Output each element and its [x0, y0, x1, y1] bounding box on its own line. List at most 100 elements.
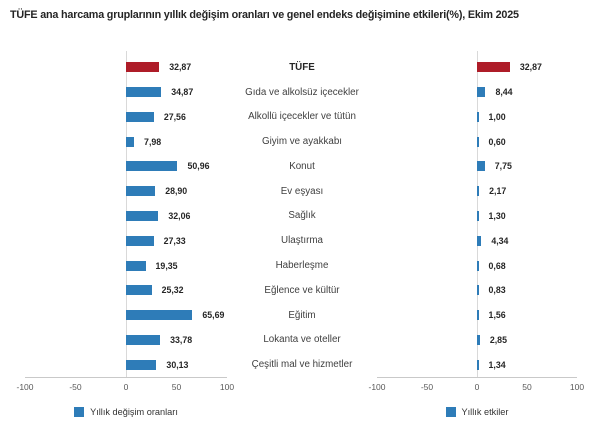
right-plot-annual-effects: 32,87 8,44 1,00 0,60 7,75 2,17 1,30 4,34 0,68 0,8…: [377, 51, 577, 378]
category-row: Lokanta ve oteller: [227, 327, 377, 352]
bar-row: 0,68: [377, 253, 577, 278]
bar: [126, 161, 178, 172]
value-label: 28,90: [165, 186, 188, 197]
category-label: Haberleşme: [275, 260, 329, 271]
category-row: Haberleşme: [227, 253, 377, 278]
x-tick-label: -100: [368, 382, 386, 392]
bar: [477, 210, 479, 221]
bar: [126, 62, 160, 73]
bar-row: 32,06: [25, 204, 227, 229]
bar: [477, 285, 479, 296]
x-tick-label: -50: [420, 382, 434, 392]
bar: [477, 334, 480, 345]
bar: [126, 260, 146, 271]
left-x-axis-ticks: -100 -50 0 50 100: [16, 382, 234, 394]
bar-row: 1,34: [377, 352, 577, 377]
bar-row: 0,60: [377, 129, 577, 154]
legend-annual-effects: Yıllık etkiler: [377, 405, 577, 419]
bar: [477, 111, 479, 122]
category-label: Ev eşyası: [280, 185, 324, 197]
value-label: 0,60: [488, 136, 506, 147]
category-labels-column: TÜFE Gıda ve alkolsüz içecekler Alkollü iç…: [227, 55, 377, 377]
bar-row: 7,98: [25, 129, 227, 154]
x-tick-label: -100: [16, 382, 34, 392]
value-label: 27,56: [163, 111, 186, 122]
bar: [126, 186, 156, 197]
bar-row: 1,56: [377, 303, 577, 328]
value-label: 1,00: [488, 111, 506, 122]
value-label: 32,87: [169, 62, 192, 73]
category-row: Sağlık: [227, 204, 377, 229]
category-label: Eğlence ve kültür: [264, 284, 340, 296]
bar: [477, 310, 479, 321]
legend-swatch-icon: [445, 407, 456, 417]
bar-row: 7,75: [377, 154, 577, 179]
category-row: Alkollü içecekler ve tütün: [227, 105, 377, 130]
category-row: Gıda ve alkolsüz içecekler: [227, 80, 377, 105]
category-label: Çeşitli mal ve hizmetler: [251, 359, 353, 371]
bar: [477, 161, 485, 172]
bar: [477, 260, 479, 271]
bar-row: 0,83: [377, 278, 577, 303]
x-tick-label: 100: [219, 382, 235, 392]
bar-row: 1,00: [377, 105, 577, 130]
bar: [477, 235, 482, 246]
value-label: 7,75: [494, 161, 512, 172]
category-label: Giyim ve ayakkabı: [261, 136, 343, 148]
bar-row: 27,56: [25, 105, 227, 130]
bar-row: 2,17: [377, 179, 577, 204]
bar-row: 30,13: [25, 352, 227, 377]
value-label: 1,56: [488, 310, 506, 321]
category-label: Gıda ve alkolsüz içecekler: [245, 86, 359, 98]
bar-row: 1,30: [377, 204, 577, 229]
category-label: Eğitim: [288, 309, 316, 321]
category-row: Konut: [227, 154, 377, 179]
value-label: 34,87: [171, 87, 194, 98]
x-tick-label: 50: [171, 382, 182, 392]
value-label: 7,98: [144, 136, 162, 147]
value-label: 2,17: [489, 186, 507, 197]
bar-row: 33,78: [25, 327, 227, 352]
value-label: 1,34: [488, 359, 506, 370]
value-label: 65,69: [202, 310, 225, 321]
bar-row: 50,96: [25, 154, 227, 179]
value-label: 8,44: [495, 87, 513, 98]
bar: [126, 136, 135, 147]
bar-row: 32,87: [377, 55, 577, 80]
value-label: 0,68: [488, 260, 506, 271]
value-label: 4,34: [491, 235, 509, 246]
category-label: Ulaştırma: [281, 235, 323, 247]
value-label: 1,30: [488, 210, 506, 221]
category-label: Sağlık: [288, 210, 316, 222]
x-tick-label: 50: [522, 382, 532, 392]
bar-row: 2,85: [377, 327, 577, 352]
bar: [126, 310, 193, 321]
legend-label: Yıllık etkiler: [461, 407, 509, 417]
x-tick-label: 100: [569, 382, 585, 392]
category-label: Lokanta ve oteller: [263, 334, 341, 346]
x-tick-label: 0: [474, 382, 480, 392]
bar-row: 19,35: [25, 253, 227, 278]
value-label: 25,32: [161, 285, 184, 296]
category-label: Konut: [289, 160, 315, 172]
category-row: TÜFE: [227, 55, 377, 80]
value-label: 32,06: [168, 210, 191, 221]
value-label: 30,13: [166, 359, 189, 370]
chart-title: TÜFE ana harcama gruplarının yıllık deği…: [10, 9, 519, 21]
category-row: Giyim ve ayakkabı: [227, 129, 377, 154]
bar-row: 8,44: [377, 80, 577, 105]
category-row: Çeşitli mal ve hizmetler: [227, 352, 377, 377]
category-row: Eğlence ve kültür: [227, 278, 377, 303]
bar: [477, 359, 479, 370]
category-label: Alkollü içecekler ve tütün: [248, 111, 356, 123]
value-label: 0,83: [488, 285, 506, 296]
bar-row: 27,33: [25, 228, 227, 253]
category-row: Ulaştırma: [227, 228, 377, 253]
bar-row: 32,87: [25, 55, 227, 80]
bar: [477, 87, 486, 98]
x-tick-label: -50: [69, 382, 82, 392]
bar: [126, 235, 154, 246]
value-label: 2,85: [489, 334, 507, 345]
bar-row: 28,90: [25, 179, 227, 204]
